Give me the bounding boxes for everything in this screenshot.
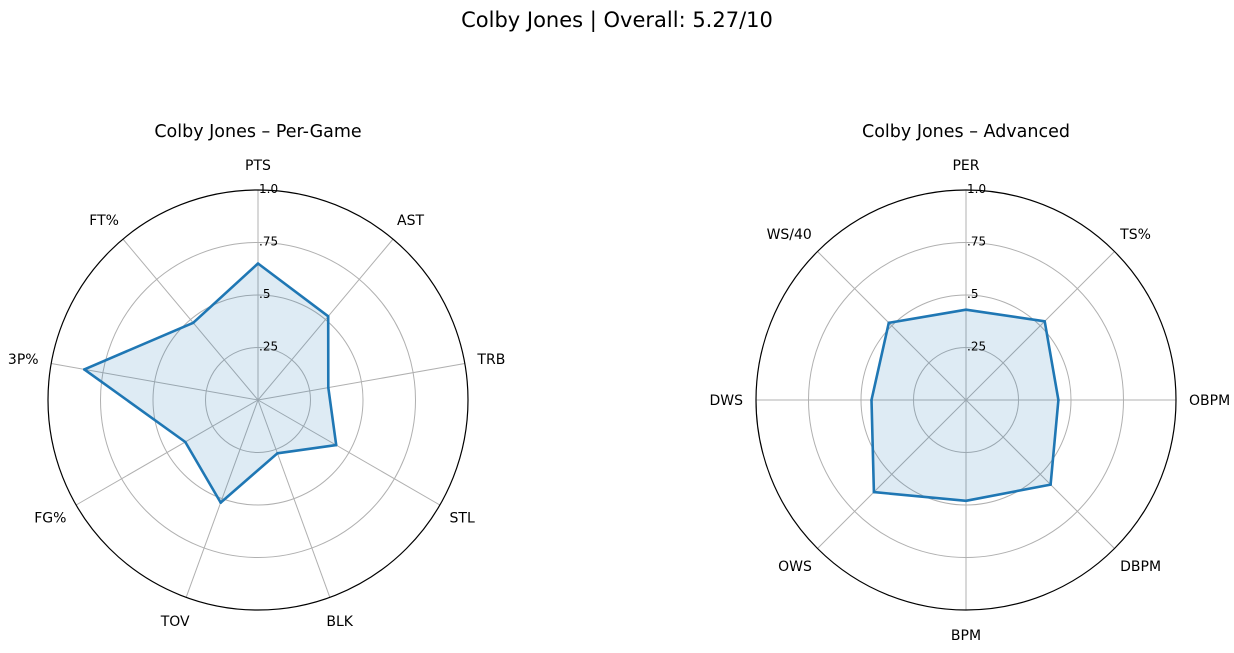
polar-frame [755, 189, 1177, 611]
data-point-OWS [872, 490, 876, 494]
axis-label-WS/40: WS/40 [767, 227, 812, 243]
axis-label-DWS: DWS [709, 393, 743, 409]
data-point-FG% [183, 440, 187, 444]
r-tick-label: .5 [967, 287, 978, 301]
data-point-WS/40 [887, 321, 891, 325]
r-tick-label: 1.0 [967, 182, 986, 196]
figure-suptitle: Colby Jones | Overall: 5.27/10 [461, 8, 773, 32]
axis-label-BLK: BLK [326, 614, 353, 630]
axis-label-OWS: OWS [778, 559, 812, 575]
axis-label-STL: STL [450, 511, 475, 527]
axis-label-DBPM: DBPM [1120, 559, 1161, 575]
data-point-TS% [1043, 319, 1047, 323]
axis-label-TS%: TS% [1119, 227, 1151, 243]
data-point-PTS [256, 262, 260, 265]
chart-title: Colby Jones – Advanced [862, 122, 1070, 142]
data-point-DBPM [1049, 483, 1052, 486]
grid-spoke [965, 251, 1115, 401]
series-line [83, 262, 338, 504]
r-tick-label: 1.0 [259, 182, 278, 196]
axis-label-FT%: FT% [89, 213, 119, 229]
grid-spoke [257, 399, 331, 598]
r-tick-label: .75 [259, 235, 278, 249]
axis-label-PTS: PTS [245, 158, 271, 174]
r-tick-label: .25 [967, 340, 986, 354]
data-point-BLK [276, 451, 279, 455]
grid-spoke [75, 399, 259, 506]
grid-spoke [257, 363, 465, 401]
data-point-TRB [327, 386, 330, 389]
series-fill [84, 263, 337, 503]
radar-chart-2: Colby Jones – Advanced .25 .5 .75 1.0 PER TS% O… [709, 122, 1230, 644]
data-point-OBPM [1057, 398, 1060, 402]
data-point-AST [326, 315, 330, 318]
axis-label-AST: AST [397, 213, 424, 229]
axis-label-3P%: 3P% [8, 352, 39, 368]
data-point-BPM [964, 499, 968, 503]
axis-label-TOV: TOV [160, 614, 190, 630]
axis-label-BPM: BPM [951, 628, 981, 644]
r-tick-label: .75 [967, 235, 986, 249]
data-point-PER [964, 308, 968, 312]
r-tick-label: .5 [259, 287, 270, 301]
axis-label-PER: PER [952, 158, 979, 174]
data-point-FT% [191, 321, 195, 325]
grid-spoke [965, 399, 1115, 549]
grid-spoke [257, 238, 394, 401]
grid-spoke [122, 238, 259, 401]
grid-spoke [817, 399, 967, 549]
axis-label-OBPM: OBPM [1189, 393, 1230, 409]
grid-spoke [817, 251, 967, 401]
axis-label-FG%: FG% [34, 511, 66, 527]
grid-spoke [185, 399, 259, 598]
r-tick-label: .25 [259, 340, 278, 354]
data-point-STL [334, 443, 338, 447]
axis-label-TRB: TRB [476, 352, 505, 368]
data-point-DWS [870, 398, 873, 402]
data-point-TOV [219, 501, 222, 504]
grid-spoke [257, 399, 441, 506]
radar-chart-1: Colby Jones – Per-Game .25 .5 .75 1.0 PTS AST T… [8, 122, 505, 630]
data-point-3P% [82, 368, 86, 371]
polar-frame [47, 189, 469, 611]
chart-title: Colby Jones – Per-Game [154, 122, 361, 142]
series-fill [871, 309, 1059, 501]
